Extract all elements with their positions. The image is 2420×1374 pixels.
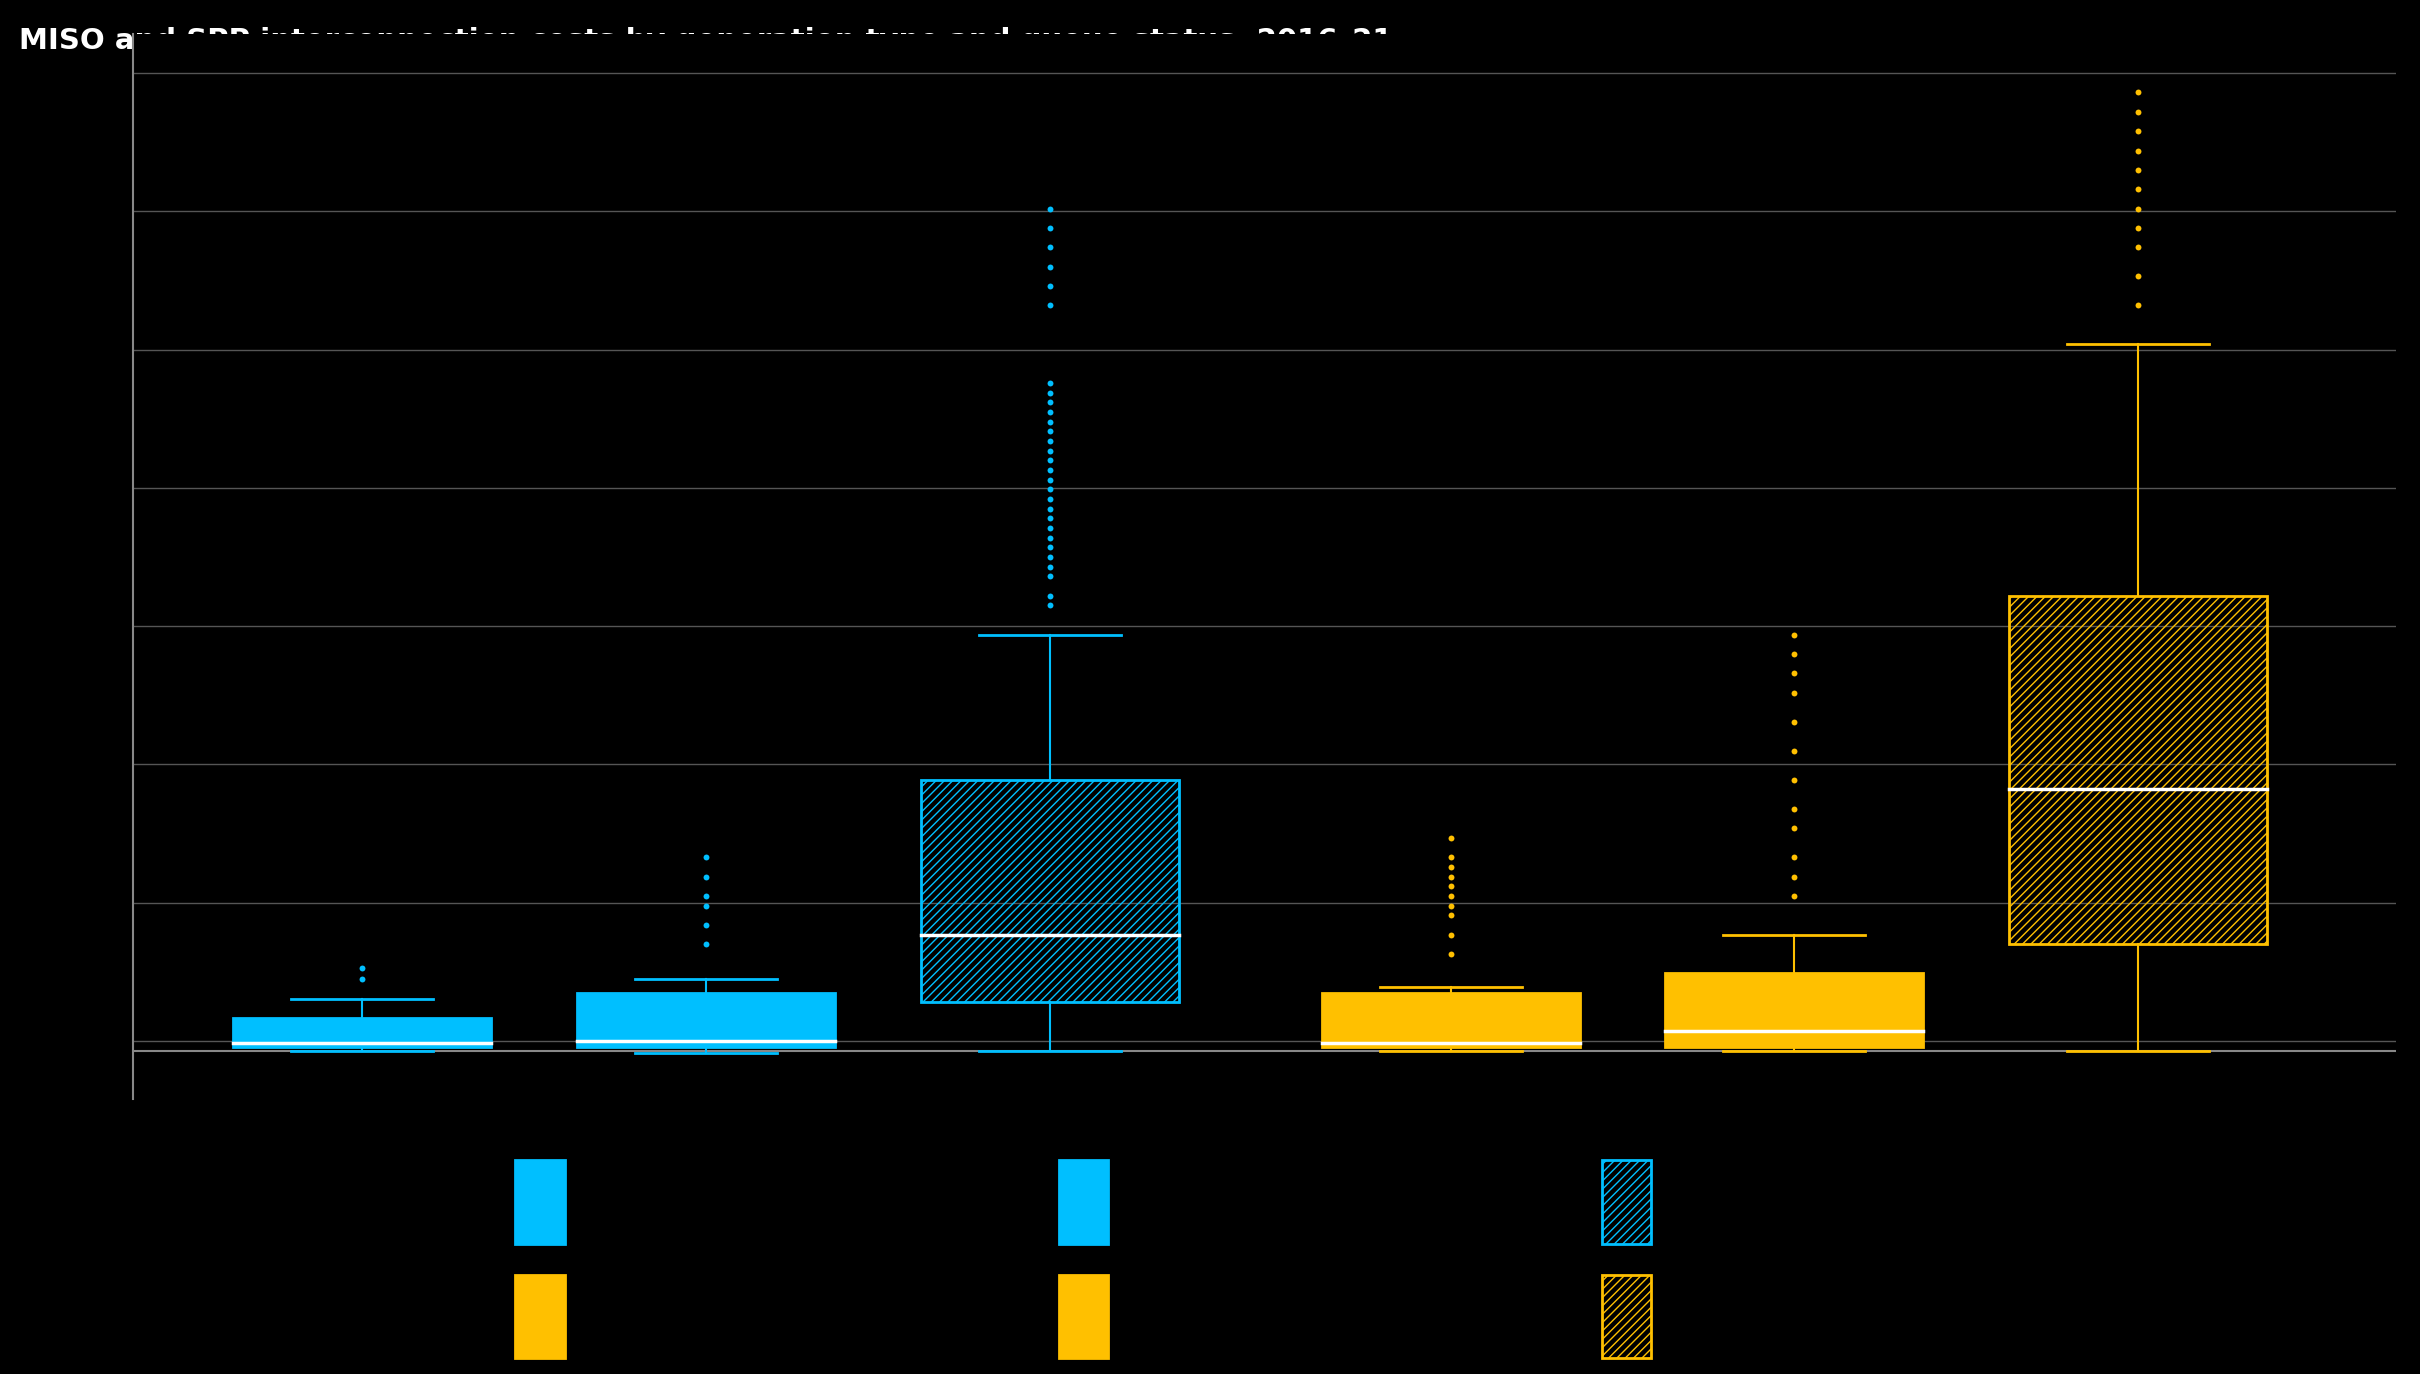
Bar [515,1160,566,1243]
Point [1031,585,1070,607]
Point [1031,440,1070,462]
Point [2118,120,2156,142]
Point [1031,392,1070,414]
Point [2118,159,2156,181]
Point [1031,198,1070,220]
Point [1774,818,1813,840]
Point [1031,566,1070,588]
Point [1031,545,1070,567]
Point [1430,827,1469,849]
Point [1031,411,1070,433]
Point [2118,265,2156,287]
Point [1031,595,1070,617]
Point [1031,478,1070,500]
Point [1774,866,1813,888]
Point [1774,710,1813,732]
Point [2118,179,2156,201]
Point [1774,885,1813,907]
Point [1031,236,1070,258]
Point [687,866,726,888]
Bar [515,1275,566,1358]
Point [344,969,382,991]
Point [1031,275,1070,297]
Point [1031,372,1070,394]
Point [1031,256,1070,278]
Point [1430,894,1469,916]
Point [1430,846,1469,868]
Point [1430,856,1469,878]
Bar [1058,1275,1108,1358]
Point [344,956,382,978]
Bar [920,779,1179,1003]
Point [687,885,726,907]
Bar [1602,1160,1650,1243]
Bar [1321,992,1580,1047]
Point [2118,236,2156,258]
Point [1774,739,1813,761]
Bar [576,992,835,1047]
Point [687,914,726,936]
Bar [232,1018,491,1047]
Point [1430,875,1469,897]
Bar [2009,596,2268,944]
Point [1031,469,1070,491]
Point [2118,100,2156,122]
Point [1031,497,1070,519]
Point [1774,798,1813,820]
Point [1430,904,1469,926]
Point [1031,555,1070,577]
Bar [1602,1275,1650,1358]
Point [2118,294,2156,316]
Point [687,933,726,955]
Point [1430,885,1469,907]
Point [1031,382,1070,404]
Bar [1058,1160,1108,1243]
Point [1774,643,1813,665]
Point [1774,769,1813,791]
Point [1031,526,1070,548]
Point [2118,81,2156,103]
Point [2118,140,2156,162]
Point [1031,507,1070,529]
Point [1031,401,1070,423]
Point [1031,430,1070,452]
Point [1774,846,1813,868]
Point [687,846,726,868]
Point [1031,420,1070,442]
Text: MISO and SPP interconnection costs by generation type and queue status, 2016–21: MISO and SPP interconnection costs by ge… [19,27,1394,55]
Point [1031,536,1070,558]
Point [1774,624,1813,646]
Point [1031,294,1070,316]
Point [1031,449,1070,471]
Point [1031,217,1070,239]
Point [2118,198,2156,220]
Bar [1665,973,1924,1047]
Point [1774,662,1813,684]
Point [1430,943,1469,965]
Point [1031,459,1070,481]
Point [1031,488,1070,510]
Point [1430,923,1469,945]
Point [687,894,726,916]
Point [1031,517,1070,539]
Point [2118,217,2156,239]
Point [1430,866,1469,888]
Point [1774,682,1813,703]
